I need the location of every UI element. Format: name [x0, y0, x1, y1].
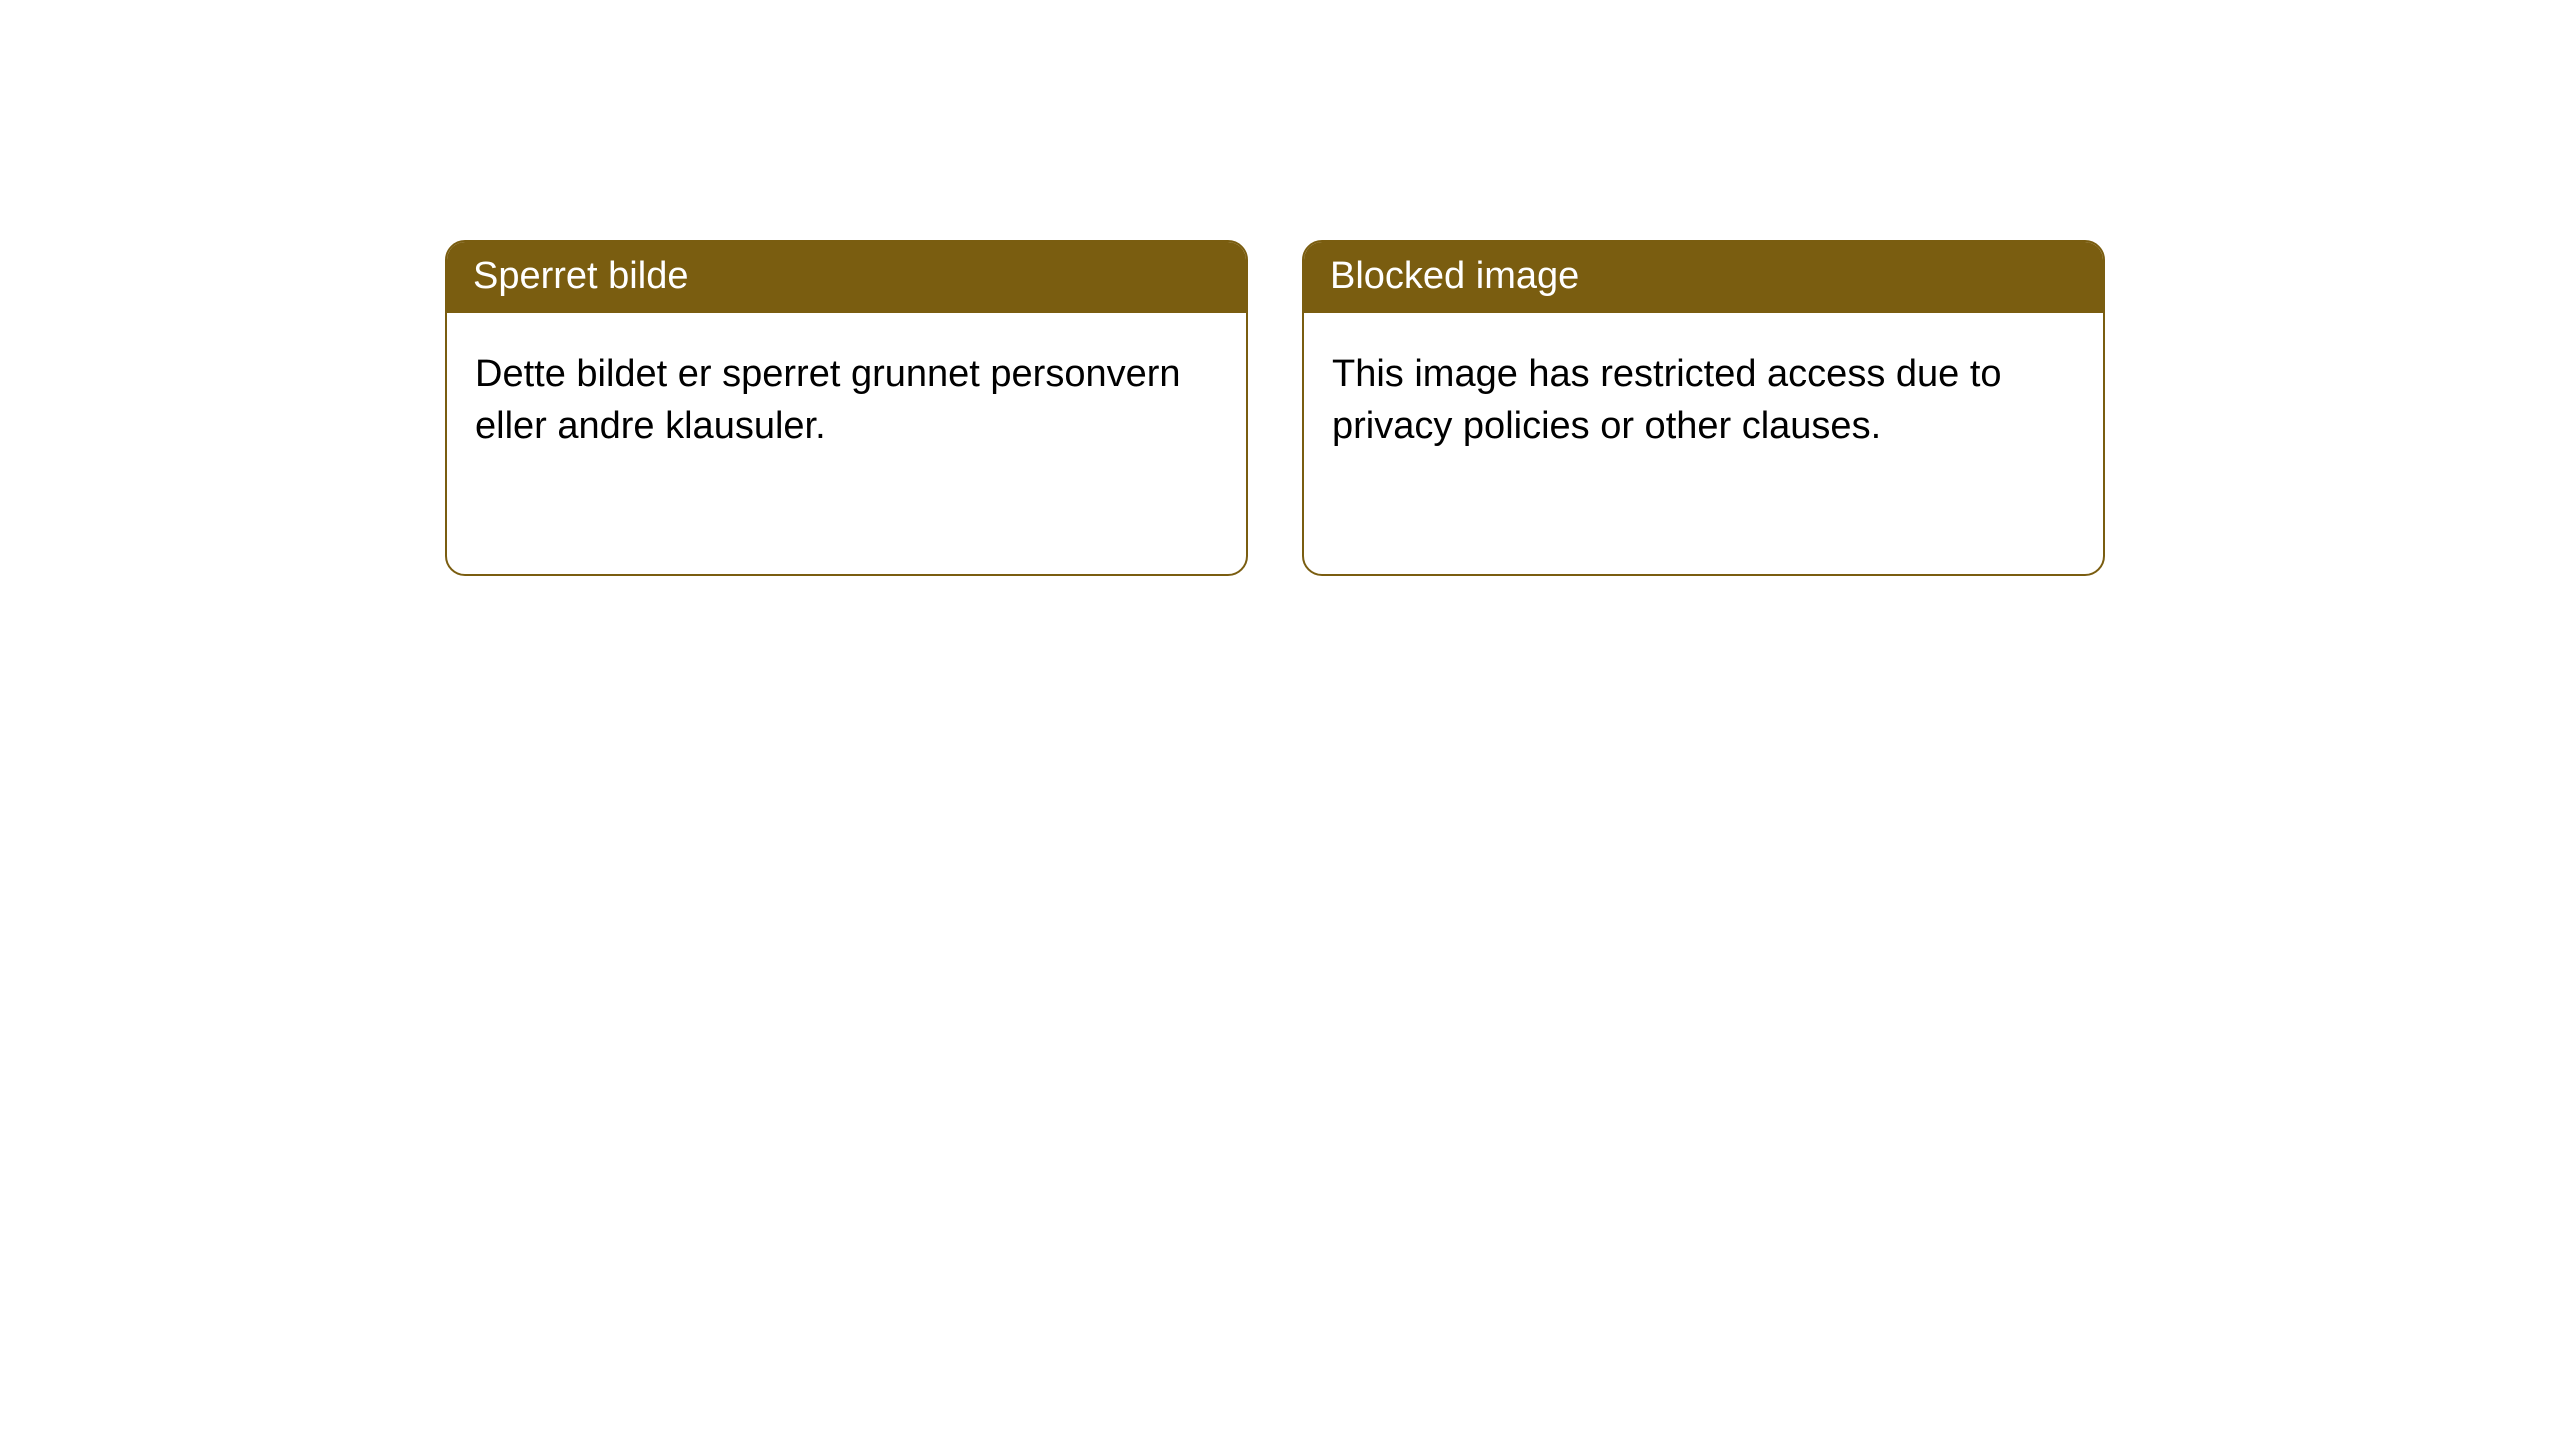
- notice-card-title: Sperret bilde: [473, 255, 688, 297]
- notice-card-header: Blocked image: [1304, 242, 2103, 313]
- notice-card-norwegian: Sperret bilde Dette bildet er sperret gr…: [445, 240, 1248, 576]
- notice-card-title: Blocked image: [1330, 255, 1579, 297]
- notice-card-english: Blocked image This image has restricted …: [1302, 240, 2105, 576]
- notice-card-message: Dette bildet er sperret grunnet personve…: [475, 353, 1181, 446]
- notice-card-body: Dette bildet er sperret grunnet personve…: [447, 313, 1246, 488]
- notice-cards-container: Sperret bilde Dette bildet er sperret gr…: [0, 0, 2560, 576]
- notice-card-message: This image has restricted access due to …: [1332, 353, 2002, 446]
- notice-card-body: This image has restricted access due to …: [1304, 313, 2103, 488]
- notice-card-header: Sperret bilde: [447, 242, 1246, 313]
